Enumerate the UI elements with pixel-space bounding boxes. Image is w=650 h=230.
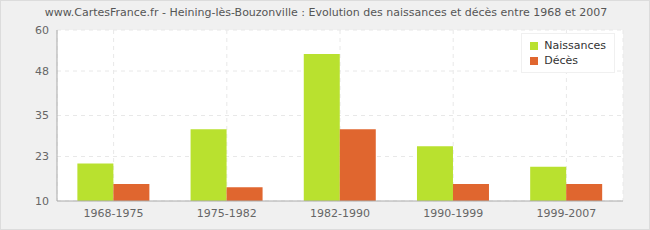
svg-text:60: 60: [35, 24, 49, 37]
html-text:Décès: Décès: [544, 54, 578, 67]
svg-text:35: 35: [35, 109, 49, 122]
svg-text:23: 23: [35, 150, 49, 163]
svg-text:1999-2007: 1999-2007: [536, 207, 596, 220]
svg-text:1990-1999: 1990-1999: [423, 207, 483, 220]
svg-text:1982-1990: 1982-1990: [310, 207, 370, 220]
svg-text:1968-1975: 1968-1975: [84, 207, 144, 220]
svg-text:1975-1982: 1975-1982: [197, 207, 257, 220]
html-text:Naissances: Naissances: [544, 39, 606, 52]
svg-text:48: 48: [35, 65, 49, 78]
svg-text:10: 10: [35, 195, 49, 208]
html-text:www.CartesFrance.fr - Heining-: www.CartesFrance.fr - Heining-lès-Bouzon…: [44, 6, 608, 19]
